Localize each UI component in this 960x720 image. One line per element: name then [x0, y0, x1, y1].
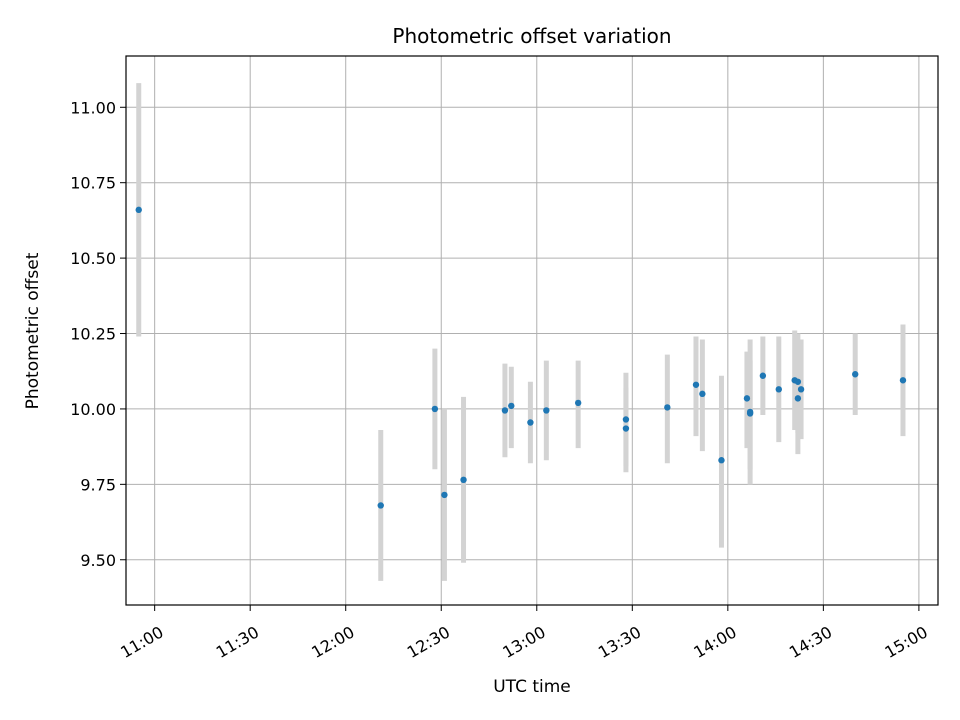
data-point [543, 407, 550, 414]
data-point [746, 410, 754, 417]
y-tick-label: 9.75 [80, 475, 116, 494]
chart-title: Photometric offset variation [392, 24, 671, 48]
y-tick-label: 9.50 [80, 551, 116, 570]
data-point [743, 395, 751, 402]
y-tick-label: 11.00 [70, 98, 116, 117]
data-point [622, 416, 630, 423]
data-point [797, 386, 805, 393]
data-points [135, 206, 907, 509]
y-axis: 9.50 9.75 10.00 10.25 10.50 10.75 11.00 [70, 98, 126, 570]
data-point [692, 381, 700, 388]
y-tick-label: 10.00 [70, 400, 116, 419]
data-point [135, 206, 142, 214]
data-point [759, 372, 767, 379]
x-axis-label: UTC time [493, 677, 571, 697]
data-point [794, 395, 802, 402]
data-point [527, 419, 534, 426]
data-point [574, 399, 582, 407]
data-point [431, 405, 439, 413]
data-point [852, 371, 859, 378]
data-point [664, 404, 671, 411]
data-point [501, 407, 509, 414]
data-point [775, 386, 782, 393]
plot-frame [125, 55, 939, 606]
data-point [699, 390, 706, 398]
data-point [441, 491, 448, 499]
data-point [622, 425, 630, 432]
data-point [377, 502, 384, 509]
y-axis-label: Photometric offset [23, 252, 43, 409]
y-tick-label: 10.25 [70, 325, 116, 344]
y-tick-label: 10.75 [70, 174, 116, 193]
y-tick-label: 10.50 [70, 249, 116, 268]
data-point [460, 476, 467, 484]
data-point [899, 377, 907, 384]
grid [126, 56, 938, 605]
data-point [794, 378, 802, 385]
data-point [508, 402, 515, 410]
data-point [718, 457, 725, 464]
